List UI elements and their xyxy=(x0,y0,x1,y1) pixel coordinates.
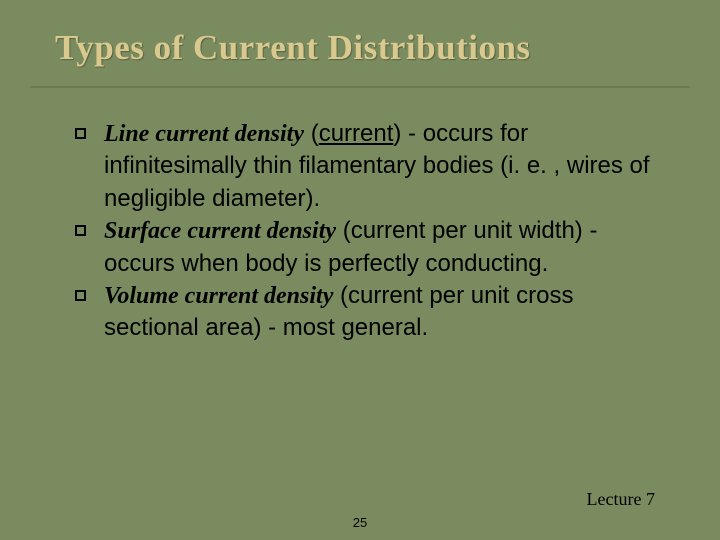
bullet-text: Line current density (current) - occurs … xyxy=(104,118,660,215)
bullet-paren: (current) xyxy=(311,120,402,147)
title-area: Types of Current Distributions xyxy=(0,0,720,76)
bullet-marker-icon xyxy=(75,290,86,301)
bullet-item: Surface current density (current per uni… xyxy=(75,215,660,280)
bullet-paren: (current per unit width) xyxy=(343,217,583,244)
bullet-marker-icon xyxy=(75,128,86,139)
footer-page-number: 25 xyxy=(353,515,367,530)
bullet-paren-plain: current per unit width xyxy=(351,217,575,244)
bullet-item: Line current density (current) - occurs … xyxy=(75,118,660,215)
bullet-marker-icon xyxy=(75,225,86,236)
bullet-item: Volume current density (current per unit… xyxy=(75,280,660,345)
bullet-term: Volume current density xyxy=(104,283,333,309)
bullet-text: Volume current density (current per unit… xyxy=(104,280,660,345)
footer-lecture-label: Lecture 7 xyxy=(587,489,655,510)
content-area: Line current density (current) - occurs … xyxy=(0,88,720,345)
bullet-term: Line current density xyxy=(104,121,304,147)
bullet-paren-underlined: current xyxy=(319,120,394,147)
bullet-text: Surface current density (current per uni… xyxy=(104,215,660,280)
slide-title: Types of Current Distributions xyxy=(55,28,680,68)
bullet-term: Surface current density xyxy=(104,218,336,244)
bullet-rest: - most general. xyxy=(261,314,428,341)
